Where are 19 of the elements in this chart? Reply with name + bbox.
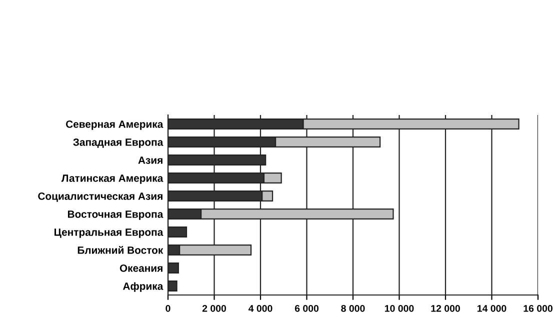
x-tick-label: 6 000: [294, 304, 319, 312]
y-tick-label: Африка: [122, 282, 164, 292]
x-tick-label: 16 000: [524, 304, 552, 312]
x-tick-label: 0: [166, 304, 170, 312]
y-tick-label: Азия: [138, 156, 162, 164]
y-tick-label: Океания: [120, 264, 162, 272]
y-tick-label: Северная Америка: [66, 120, 164, 130]
y-tick-label: Западная Европа: [73, 138, 164, 148]
y-tick-label: Ближний Восток: [78, 246, 164, 254]
x-tick-label: 14 000: [477, 304, 506, 312]
x-tick-label: 8 000: [341, 304, 365, 312]
y-tick-label: Социалистическая Азия: [38, 192, 162, 202]
y-tick-label: Восточная Европа: [68, 210, 164, 220]
x-tick-label: 12 000: [431, 304, 460, 312]
x-tick-label: 4 000: [248, 304, 272, 312]
x-tick-label: 2 000: [202, 304, 226, 312]
y-tick-label: Латинская Америка: [61, 174, 164, 184]
x-tick-label: 10 000: [384, 304, 414, 312]
y-tick-label: Центральная Европа: [54, 228, 164, 238]
